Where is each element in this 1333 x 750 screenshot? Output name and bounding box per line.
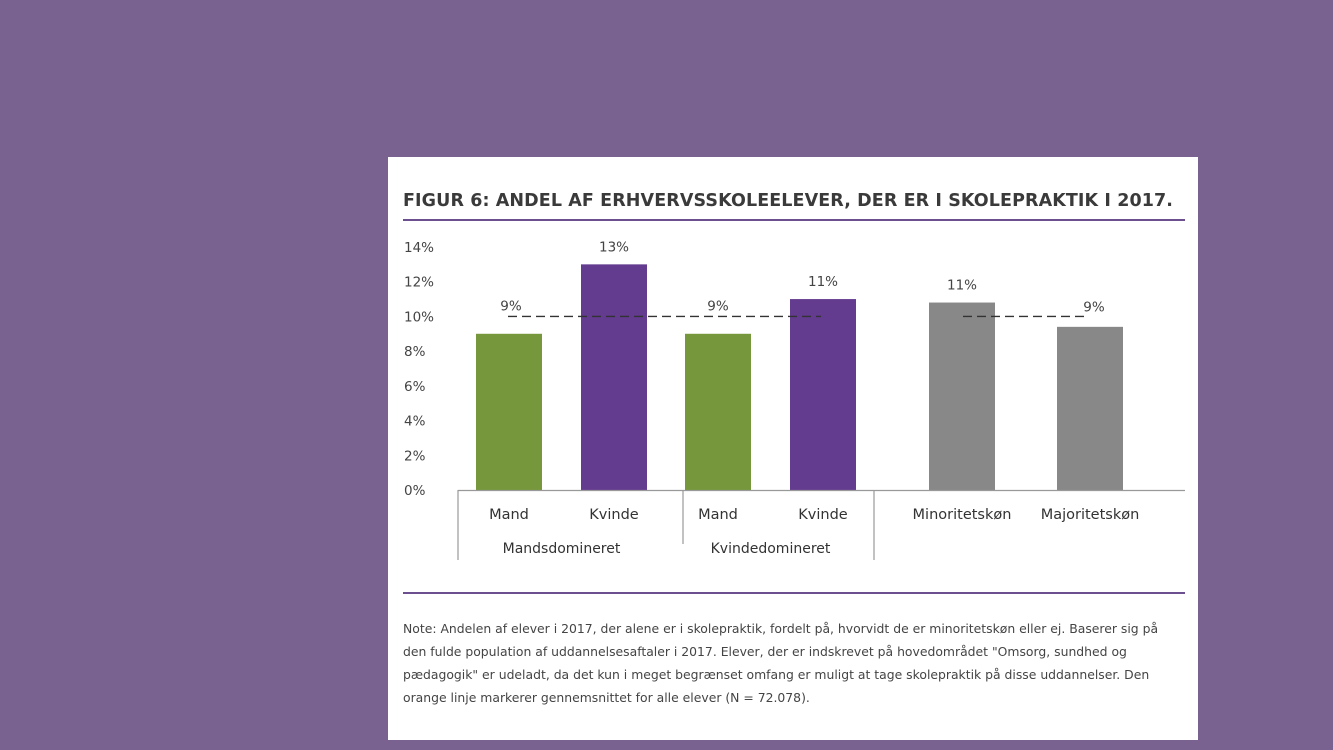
y-tick-label: 6%: [404, 379, 426, 395]
category-label: Mand: [698, 507, 738, 523]
chart-title: FIGUR 6: ANDEL AF ERHVERVSSKOLEELEVER, D…: [403, 191, 1174, 211]
y-tick-label: 14%: [404, 240, 434, 256]
bar: [790, 299, 856, 490]
y-tick-label: 0%: [404, 483, 426, 499]
title-rule: [403, 219, 1185, 221]
category-label: Kvinde: [798, 507, 848, 523]
bar: [685, 333, 751, 490]
bar: [929, 302, 995, 490]
chart-note: Note: Andelen af elever i 2017, der alen…: [403, 621, 1159, 705]
value-label: 9%: [500, 298, 522, 314]
y-tick-label: 2%: [404, 448, 426, 464]
value-label: 13%: [599, 239, 629, 255]
category-label: Mand: [489, 507, 529, 523]
value-label: 11%: [947, 278, 977, 294]
value-label: 9%: [707, 298, 729, 314]
category-label: Majoritetskøn: [1041, 507, 1140, 523]
category-label: Minoritetskøn: [913, 507, 1012, 523]
bar-chart: 0% 2% 4% 6% 8% 10% 12% 14% Mand Kvinde Mand Kvinde M…: [404, 239, 1185, 560]
group-label: Kvindedomineret: [711, 541, 831, 557]
y-tick-label: 12%: [404, 275, 434, 291]
value-label: 9%: [1083, 299, 1105, 315]
bar: [476, 333, 542, 490]
group-label: Mandsdomineret: [503, 541, 621, 557]
bar: [1057, 326, 1123, 490]
figure-card: FIGUR 6: ANDEL AF ERHVERVSSKOLEELEVER, D…: [388, 157, 1198, 740]
note-rule: [403, 592, 1185, 594]
value-label: 11%: [808, 274, 838, 290]
bar: [581, 264, 647, 490]
y-tick-label: 10%: [404, 309, 434, 325]
category-label: Kvinde: [589, 507, 639, 523]
y-tick-label: 4%: [404, 414, 426, 430]
y-tick-label: 8%: [404, 344, 426, 360]
